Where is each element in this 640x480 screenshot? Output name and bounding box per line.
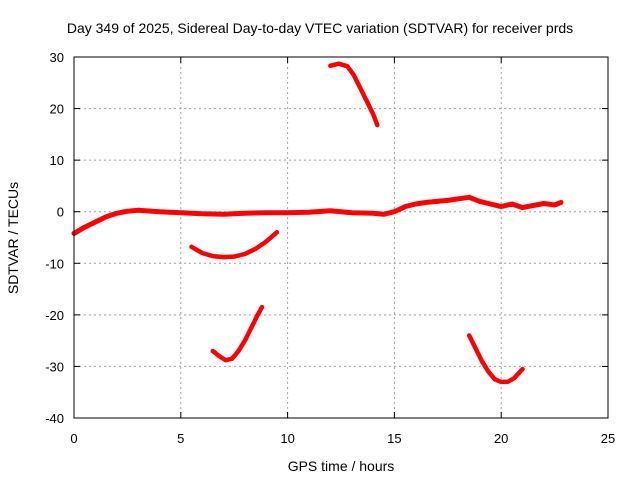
y-tick-label: -30: [45, 359, 64, 374]
y-tick-label: -20: [45, 308, 64, 323]
grid: [74, 57, 608, 418]
y-tick-label: 10: [50, 153, 64, 168]
y-tick-label: 30: [50, 50, 64, 65]
x-tick-label: 15: [387, 431, 401, 446]
y-tick-label: -40: [45, 411, 64, 426]
y-tick-label: -10: [45, 256, 64, 271]
x-tick-label: 5: [177, 431, 184, 446]
x-tick-label: 20: [494, 431, 508, 446]
plot-frame: [73, 56, 609, 419]
y-axis-label: SDTVAR / TECUs: [5, 182, 21, 294]
x-tick-label: 0: [70, 431, 77, 446]
series-line-1: [71, 194, 564, 236]
series-line-5: [466, 333, 525, 385]
chart-title: Day 349 of 2025, Sidereal Day-to-day VTE…: [67, 20, 573, 36]
y-tick-label: 0: [57, 205, 64, 220]
x-tick-label: 10: [280, 431, 294, 446]
y-tick-label: 20: [50, 102, 64, 117]
series-line-2: [189, 230, 280, 260]
axis-ticks: 0 5 10 15 20 25 -40 -30 -20 -10 0 10 20 30: [45, 50, 615, 446]
x-tick-label: 25: [601, 431, 615, 446]
series-line-4: [328, 61, 380, 128]
series-group: [71, 61, 564, 385]
series-line-3: [210, 304, 265, 363]
x-axis-label: GPS time / hours: [288, 458, 395, 474]
